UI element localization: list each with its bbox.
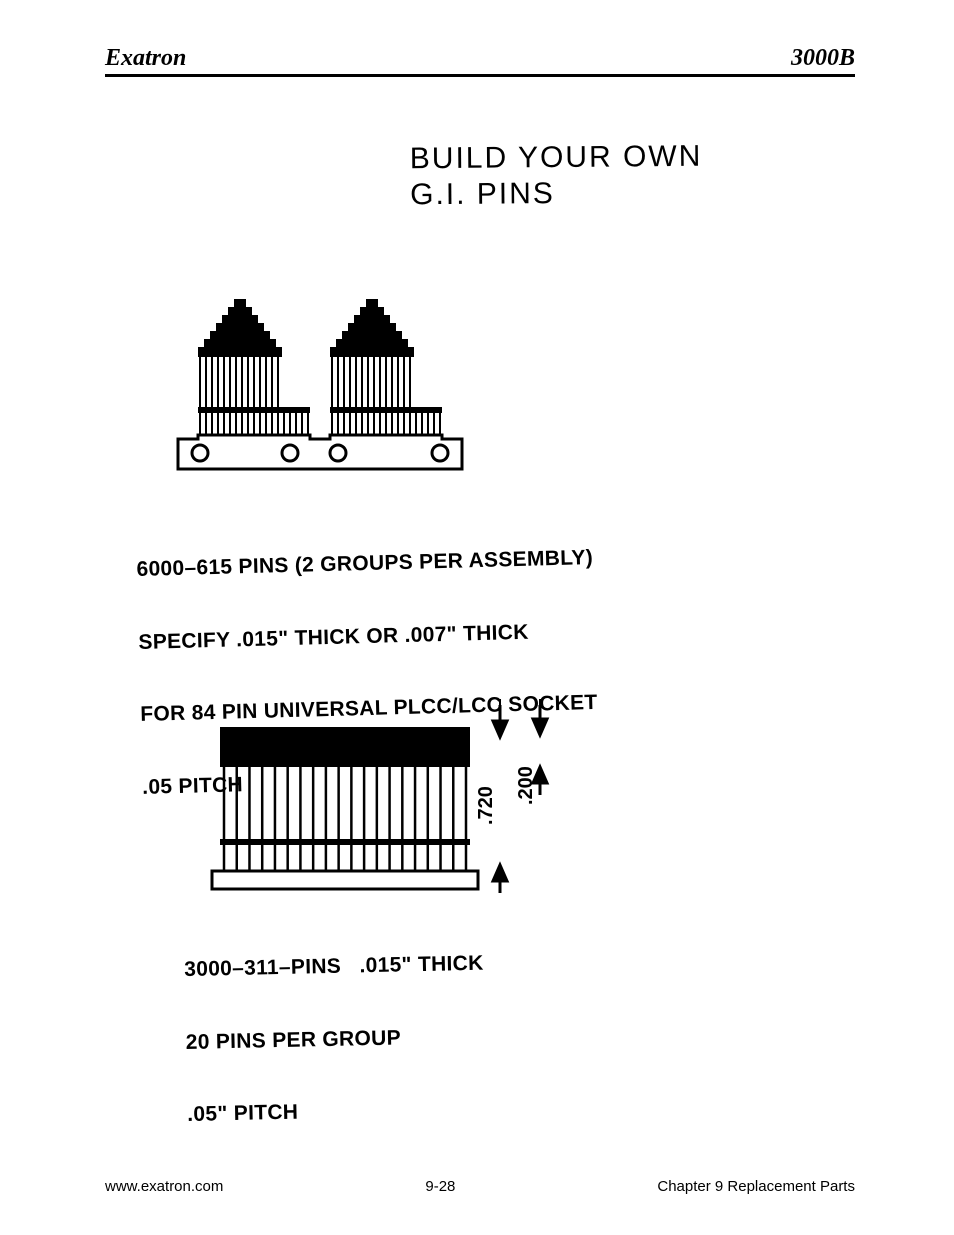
- dimension-label: .720: [475, 786, 497, 825]
- footer-right: Chapter 9 Replacement Parts: [657, 1178, 855, 1195]
- title-line-1: BUILD YOUR OWN: [410, 139, 703, 178]
- caption-line: SPECIFY .015" THICK OR .007" THICK: [138, 619, 596, 655]
- title-line-2: G.I. PINS: [410, 175, 703, 214]
- page-header: Exatron 3000B: [105, 45, 855, 77]
- caption-line: 20 PINS PER GROUP: [186, 1024, 486, 1054]
- dimension-label: .200: [515, 766, 537, 805]
- footer-left: www.exatron.com: [105, 1178, 223, 1195]
- caption-line: 3000–311–PINS .015" THICK: [184, 952, 484, 982]
- figure-pin-assembly-2: .720 .200: [200, 685, 560, 915]
- header-right: 3000B: [791, 45, 855, 72]
- caption-line: .05" PITCH: [187, 1097, 487, 1127]
- figure-2-caption: 3000–311–PINS .015" THICK 20 PINS PER GR…: [183, 904, 488, 1176]
- header-left: Exatron: [105, 45, 186, 72]
- page-title: BUILD YOUR OWN G.I. PINS: [410, 139, 703, 214]
- footer-center: 9-28: [425, 1178, 455, 1195]
- figure-pin-assembly-1: [170, 291, 470, 476]
- page-footer: www.exatron.com 9-28 Chapter 9 Replaceme…: [105, 1178, 855, 1195]
- caption-line: 6000–615 PINS (2 GROUPS PER ASSEMBLY): [136, 546, 594, 582]
